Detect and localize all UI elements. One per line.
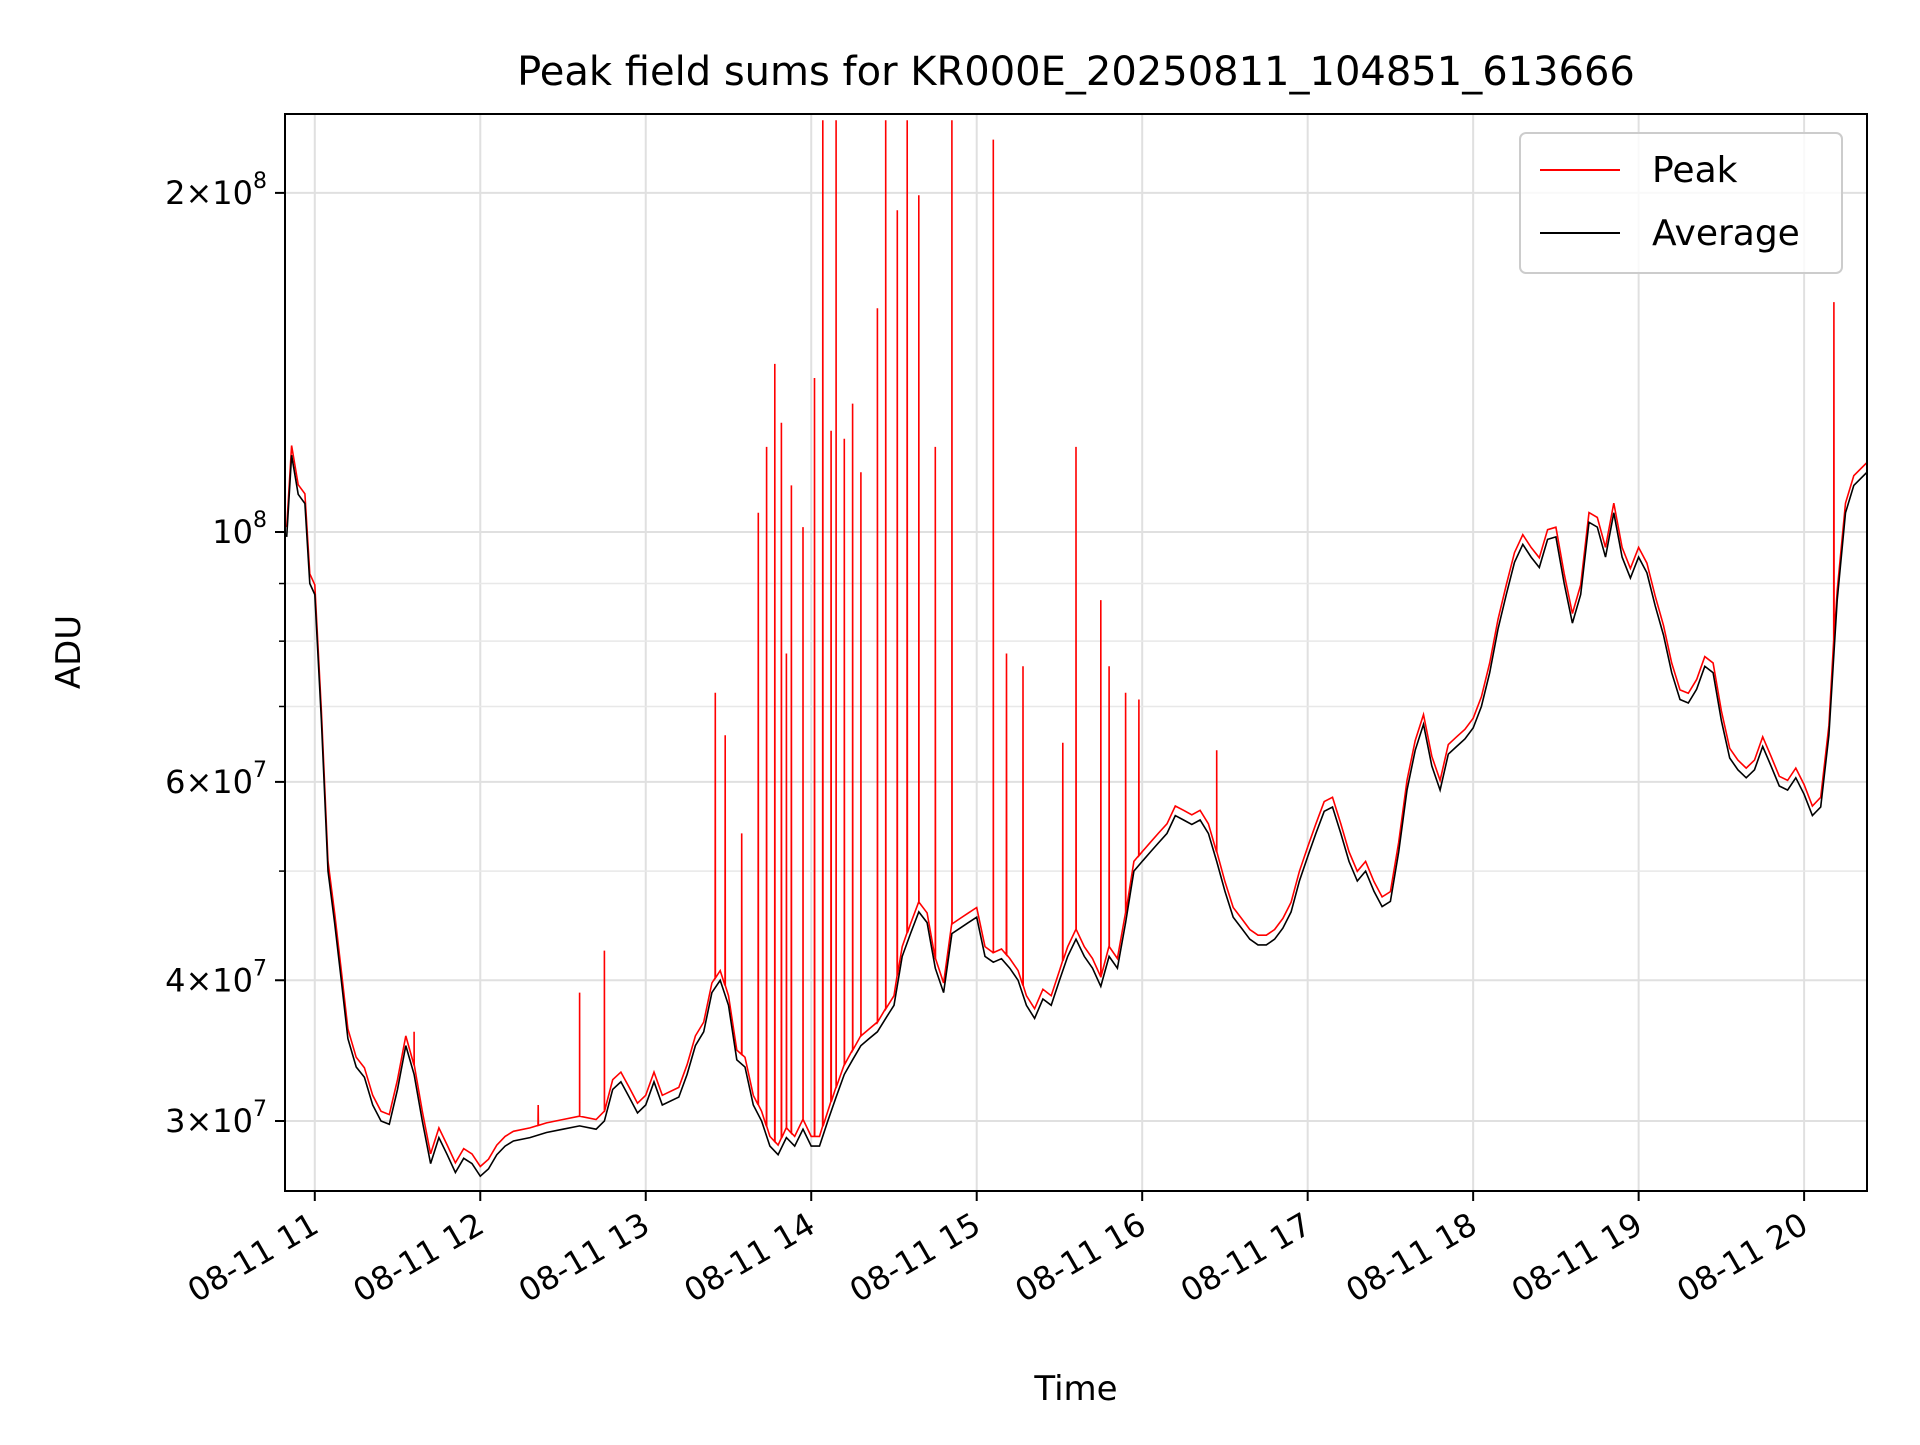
- y-axis-label: ADU: [49, 615, 89, 689]
- y-tick-label-base: 6×10: [165, 763, 253, 801]
- y-tick-label: 2×108: [165, 169, 267, 212]
- y-tick-label: 4×107: [165, 956, 267, 999]
- chart-title: Peak field sums for KR000E_20250811_1048…: [517, 49, 1635, 95]
- legend-label-average: Average: [1652, 213, 1800, 254]
- y-tick-label-base: 10: [212, 513, 253, 551]
- y-tick-label-exponent: 8: [253, 508, 267, 533]
- y-tick-label: 108: [212, 508, 267, 551]
- axes-frame: [284, 113, 1868, 1192]
- x-axis-label: Time: [1033, 1369, 1117, 1409]
- y-tick-label-base: 4×10: [165, 961, 253, 999]
- series-line-average: [285, 455, 1867, 1178]
- legend-label-peak: Peak: [1652, 150, 1738, 191]
- legend-box: [1519, 132, 1843, 274]
- plot-area: [285, 120, 1867, 1178]
- y-tick-label-exponent: 7: [253, 1097, 267, 1122]
- y-tick-label-exponent: 7: [253, 758, 267, 783]
- y-tick-label-exponent: 7: [253, 956, 267, 981]
- y-tick-label: 6×107: [165, 758, 267, 801]
- legend: Peak Average: [1519, 132, 1843, 274]
- y-tick-label: 3×107: [165, 1097, 267, 1140]
- series-line-peak: [285, 120, 1867, 1168]
- y-tick-label-base: 3×10: [165, 1102, 253, 1140]
- y-tick-label-exponent: 8: [253, 169, 267, 194]
- y-tick-label-base: 2×10: [165, 174, 253, 212]
